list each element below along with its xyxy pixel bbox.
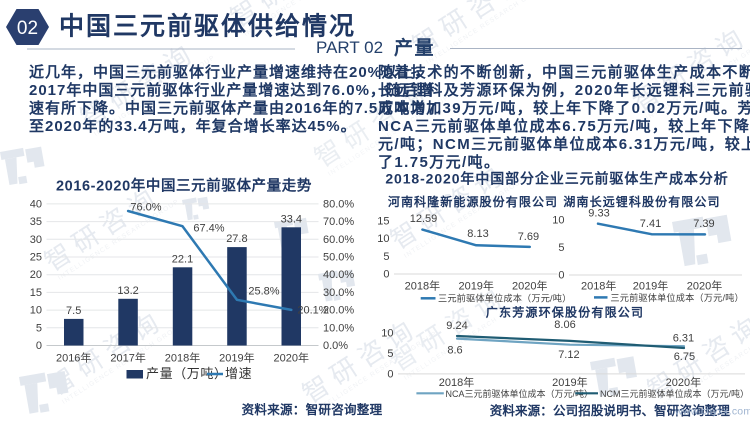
svg-text:2018年: 2018年 <box>439 375 474 389</box>
svg-text:20: 20 <box>30 269 42 281</box>
svg-text:76.0%: 76.0% <box>130 202 161 214</box>
svg-text:10: 10 <box>30 305 42 317</box>
svg-text:22.1: 22.1 <box>172 253 193 265</box>
svg-text:40: 40 <box>30 198 42 210</box>
svg-text:7.5: 7.5 <box>66 305 81 317</box>
svg-text:33.4: 33.4 <box>281 213 302 225</box>
svg-text:6.31: 6.31 <box>673 332 694 344</box>
svg-text:7.12: 7.12 <box>558 349 579 361</box>
svg-text:湖南长远锂科股份有限公司: 湖南长远锂科股份有限公司 <box>563 194 720 209</box>
svg-text:6.75: 6.75 <box>674 351 695 363</box>
svg-text:20.1%: 20.1% <box>297 305 328 317</box>
svg-text:2019年: 2019年 <box>633 279 668 293</box>
svg-text:35: 35 <box>30 216 42 228</box>
svg-text:80.0%: 80.0% <box>323 198 354 210</box>
svg-text:2017年: 2017年 <box>110 351 145 365</box>
svg-text:2018年: 2018年 <box>581 279 616 293</box>
svg-text:8.6: 8.6 <box>447 345 462 357</box>
svg-text:2018年: 2018年 <box>405 279 440 293</box>
svg-text:9.33: 9.33 <box>588 208 609 220</box>
svg-text:增速: 增速 <box>225 366 252 381</box>
svg-text:50.0%: 50.0% <box>323 252 354 264</box>
svg-text:0: 0 <box>387 368 393 380</box>
svg-text:2019年: 2019年 <box>219 351 254 365</box>
svg-text:5: 5 <box>387 348 393 360</box>
svg-text:资料来源：公司招股说明书、智研咨询整理: 资料来源：公司招股说明书、智研咨询整理 <box>490 403 731 418</box>
svg-text:25.8%: 25.8% <box>248 286 279 298</box>
svg-text:产量（万吨）: 产量（万吨） <box>146 366 228 381</box>
svg-text:资料来源：智研咨询整理: 资料来源：智研咨询整理 <box>242 402 383 417</box>
svg-text:13.2: 13.2 <box>117 285 138 297</box>
svg-text:产量: 产量 <box>394 36 435 59</box>
svg-text:10.0%: 10.0% <box>323 322 354 334</box>
svg-text:8.06: 8.06 <box>554 319 575 331</box>
svg-text:02: 02 <box>17 18 38 39</box>
svg-text:67.4%: 67.4% <box>193 223 224 235</box>
svg-text:7.39: 7.39 <box>693 218 714 230</box>
svg-text:12.59: 12.59 <box>410 213 438 225</box>
svg-text:60.0%: 60.0% <box>323 234 354 246</box>
svg-text:30: 30 <box>30 234 42 246</box>
svg-text:2020年: 2020年 <box>512 279 547 293</box>
svg-text:0: 0 <box>558 270 564 282</box>
svg-text:0: 0 <box>383 269 389 281</box>
svg-text:10: 10 <box>381 327 393 339</box>
svg-text:2020年: 2020年 <box>687 279 722 293</box>
svg-text:河南科隆新能源股份有限公司: 河南科隆新能源股份有限公司 <box>387 194 558 209</box>
svg-text:2020年: 2020年 <box>274 351 309 365</box>
svg-text:8.13: 8.13 <box>467 228 488 240</box>
svg-text:27.8: 27.8 <box>226 233 247 245</box>
svg-text:中国三元前驱体供给情况: 中国三元前驱体供给情况 <box>59 12 356 41</box>
svg-text:7.69: 7.69 <box>518 231 539 243</box>
svg-text:0.0%: 0.0% <box>323 340 348 352</box>
svg-text:10: 10 <box>377 233 389 245</box>
svg-text:5: 5 <box>558 242 564 254</box>
svg-text:2018-2020年中国部分企业三元前驱体生产成本分析: 2018-2020年中国部分企业三元前驱体生产成本分析 <box>385 171 728 187</box>
svg-text:25: 25 <box>30 252 42 264</box>
svg-text:2016年: 2016年 <box>56 351 91 365</box>
svg-text:7.41: 7.41 <box>640 218 661 230</box>
svg-text:5: 5 <box>383 251 389 263</box>
svg-text:30.0%: 30.0% <box>323 287 354 299</box>
svg-text:2019年: 2019年 <box>458 279 493 293</box>
svg-text:10: 10 <box>552 215 564 227</box>
svg-text:PART 02: PART 02 <box>316 38 383 57</box>
svg-text:15: 15 <box>30 287 42 299</box>
svg-text:0: 0 <box>36 340 42 352</box>
svg-text:2019年: 2019年 <box>552 375 587 389</box>
svg-text:70.0%: 70.0% <box>323 216 354 228</box>
svg-text:2018年: 2018年 <box>165 351 200 365</box>
svg-text:广东芳源环保股份有限公司: 广东芳源环保股份有限公司 <box>486 305 644 320</box>
svg-text:20.0%: 20.0% <box>323 305 354 317</box>
svg-text:15: 15 <box>377 216 389 228</box>
svg-text:三元前驱体单位成本（万元/吨）: 三元前驱体单位成本（万元/吨） <box>438 293 571 304</box>
svg-text:NCM三元前驱体单位成本（万元/吨）: NCM三元前驱体单位成本（万元/吨） <box>600 388 749 399</box>
svg-text:www.chyxx.com: www.chyxx.com <box>674 406 750 418</box>
svg-text:5: 5 <box>36 322 42 334</box>
svg-text:NCA三元前驱体单位成本（万元/吨）: NCA三元前驱体单位成本（万元/吨） <box>446 388 594 399</box>
svg-text:40.0%: 40.0% <box>323 269 354 281</box>
svg-text:2016-2020年中国三元前驱体产量走势: 2016-2020年中国三元前驱体产量走势 <box>56 177 312 195</box>
svg-text:三元前驱体单位成本（万元/吨）: 三元前驱体单位成本（万元/吨） <box>610 292 743 303</box>
svg-text:9.24: 9.24 <box>446 320 467 332</box>
svg-text:2020年: 2020年 <box>666 375 701 389</box>
